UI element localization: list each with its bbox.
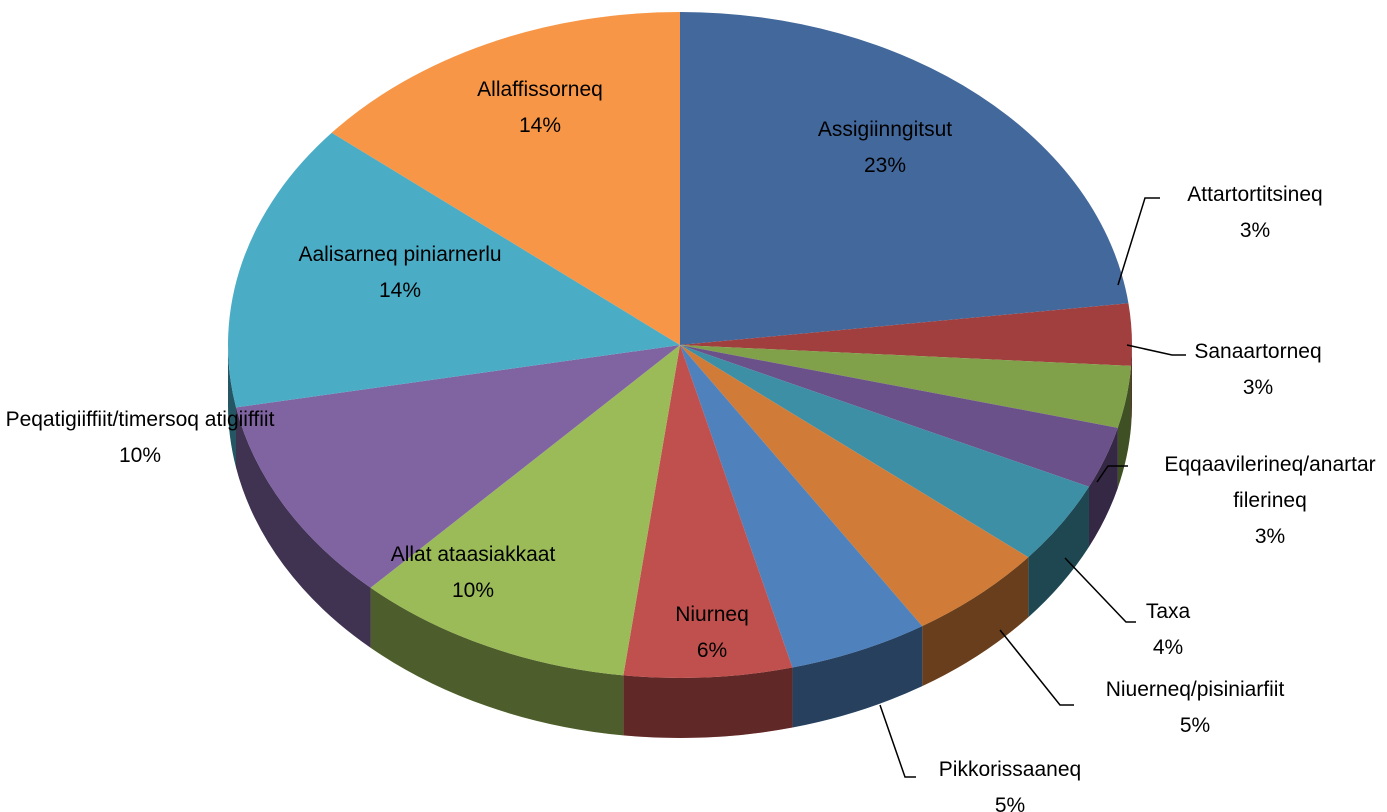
value-label: 10% xyxy=(451,579,495,602)
data-label: Niurneq 6% xyxy=(612,597,812,669)
data-label: Allat ataasiakkaat 10% xyxy=(343,537,603,609)
data-label: Sanaartorneq 3% xyxy=(1158,334,1358,406)
category-label: Attartortitsineq xyxy=(1187,183,1323,206)
slice xyxy=(228,132,681,408)
slice xyxy=(680,303,1132,366)
leader-line xyxy=(1064,557,1136,623)
slice xyxy=(680,345,923,668)
category-label: Allaffissorneq xyxy=(477,78,603,101)
value-label: 3% xyxy=(1254,525,1286,548)
leader-line xyxy=(879,704,916,778)
leader-line xyxy=(1126,344,1186,356)
data-label: Pikkorissaaneq 5% xyxy=(900,752,1120,812)
category-label: Aalisarneq piniarnerlu xyxy=(298,243,502,266)
category-label: Niurneq xyxy=(675,603,749,626)
category-label: Niuerneq/pisiniarfiit xyxy=(1105,678,1285,701)
data-label: Peqatigiiffiit/timersoq atigiiffiit 10% xyxy=(0,402,280,474)
value-label: 5% xyxy=(1179,714,1211,737)
value-label: 3% xyxy=(1239,219,1271,242)
value-label: 6% xyxy=(696,639,728,662)
slice xyxy=(680,345,1029,627)
slice xyxy=(370,345,680,676)
value-label: 14% xyxy=(518,114,562,137)
category-label: Eqqaavilerineq/anartarfilerineq xyxy=(1164,453,1376,512)
slice-side-shade xyxy=(1028,486,1089,618)
value-label: 4% xyxy=(1152,636,1184,659)
category-label: Assigiinngitsut xyxy=(817,118,953,141)
category-label: Pikkorissaaneq xyxy=(938,758,1082,781)
slice xyxy=(680,345,1132,428)
data-label: Attartortitsineq 3% xyxy=(1145,177,1365,249)
data-label: Niuerneq/pisiniarfiit 5% xyxy=(1065,672,1325,744)
slice xyxy=(680,12,1129,345)
category-label: Allat ataasiakkaat xyxy=(390,543,556,566)
slice-side-shade xyxy=(236,407,371,648)
value-label: 5% xyxy=(994,794,1026,812)
slice-side-shade xyxy=(922,557,1029,687)
slice-side-shade xyxy=(228,345,237,468)
leader-line xyxy=(1117,197,1160,286)
slice-side-shade xyxy=(370,587,624,736)
slice xyxy=(680,345,1089,558)
leader-line xyxy=(1096,465,1128,483)
slice-side-shade xyxy=(623,667,793,738)
slice xyxy=(623,345,793,678)
slice-side-shade xyxy=(792,626,923,728)
data-label: Aalisarneq piniarnerlu 14% xyxy=(250,237,550,309)
value-label: 14% xyxy=(378,279,422,302)
slice xyxy=(236,345,680,588)
value-label: 10% xyxy=(118,444,162,467)
category-label: Sanaartorneq xyxy=(1194,340,1322,363)
value-label: 3% xyxy=(1242,376,1274,399)
value-label: 23% xyxy=(863,154,907,177)
data-label: Eqqaavilerineq/anartarfilerineq 3% xyxy=(1163,447,1378,555)
data-label: Allaffissorneq 14% xyxy=(410,72,670,144)
slice-side-shade xyxy=(1088,427,1118,547)
data-label: Taxa 4% xyxy=(1118,594,1218,666)
data-label: Assigiinngitsut 23% xyxy=(735,112,1035,184)
category-label: Taxa xyxy=(1145,600,1191,623)
slice-side-shade xyxy=(1131,345,1132,426)
leader-line xyxy=(999,629,1074,706)
slice-side-shade xyxy=(1117,365,1132,488)
slice xyxy=(680,345,1118,487)
category-label: Peqatigiiffiit/timersoq atigiiffiit xyxy=(5,408,275,431)
slice xyxy=(331,12,680,345)
